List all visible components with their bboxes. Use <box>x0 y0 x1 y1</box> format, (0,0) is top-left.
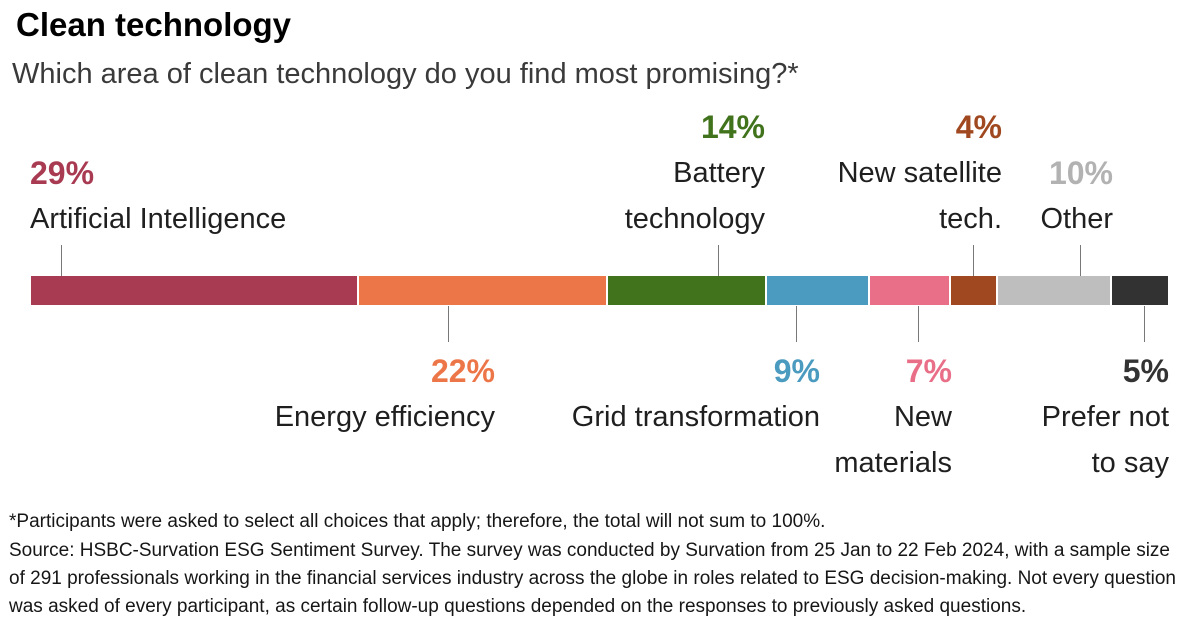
label-block-new-satellite-tech: 4% New satellite tech. <box>838 104 1002 242</box>
category-label: Energy efficiency <box>274 401 495 433</box>
category-label: Grid transformation <box>571 401 820 433</box>
category-label-line-2: technology <box>624 203 765 235</box>
stacked-bar <box>31 276 1168 305</box>
bar-segment-energy-efficiency[interactable] <box>358 276 606 305</box>
bar-segment-prefer-not-to-say[interactable] <box>1111 276 1168 305</box>
category-label: Other <box>1040 203 1113 235</box>
connector-line-energy-efficiency <box>448 306 449 342</box>
label-block-other: 10% Other <box>1040 150 1113 242</box>
bar-segment-new-materials[interactable] <box>870 276 949 305</box>
bar-segment-battery-technology[interactable] <box>607 276 765 305</box>
category-label: Artificial Intelligence <box>30 203 287 235</box>
percent-label: 9% <box>773 353 820 389</box>
label-block-artificial-intelligence: 29% Artificial Intelligence <box>30 150 286 242</box>
percent-label: 29% <box>30 155 95 191</box>
label-block-grid-transformation: 9% Grid transformation <box>572 348 820 440</box>
percent-label: 5% <box>1122 353 1169 389</box>
connector-line-grid-transformation <box>796 306 797 342</box>
category-label-line-1: New satellite <box>837 157 1002 189</box>
source-line-1: Source: HSBC-Survation ESG Sentiment Sur… <box>9 540 1170 561</box>
category-label-line-2: tech. <box>939 203 1002 235</box>
percent-label: 10% <box>1048 155 1113 191</box>
category-label-line-1: Prefer not <box>1041 401 1169 433</box>
connector-line-other <box>1080 245 1081 276</box>
chart-subtitle: Which area of clean technology do you fi… <box>12 58 799 90</box>
label-block-new-materials: 7% New materials <box>834 348 952 486</box>
connector-line-artificial-intelligence <box>61 245 62 276</box>
source-line-2: of 291 professionals working in the fina… <box>9 568 1176 589</box>
label-block-energy-efficiency: 22% Energy efficiency <box>275 348 495 440</box>
bar-segment-other[interactable] <box>997 276 1110 305</box>
percent-label: 4% <box>955 109 1002 145</box>
category-label-line-1: Battery <box>673 157 765 189</box>
category-label-line-1: New <box>893 401 952 433</box>
connector-line-new-materials <box>918 306 919 342</box>
category-label-line-2: materials <box>834 447 952 479</box>
percent-label: 22% <box>430 353 495 389</box>
connector-line-prefer-not-to-say <box>1144 306 1145 342</box>
bar-segment-new-satellite-tech[interactable] <box>950 276 996 305</box>
chart-footnote: *Participants were asked to select all c… <box>9 511 826 532</box>
bar-segment-artificial-intelligence[interactable] <box>31 276 357 305</box>
connector-line-new-satellite-tech <box>973 245 974 276</box>
chart-source: Source: HSBC-Survation ESG Sentiment Sur… <box>9 537 1176 621</box>
label-block-battery-technology: 14% Battery technology <box>625 104 765 242</box>
category-label-line-2: to say <box>1091 447 1169 479</box>
chart-title: Clean technology <box>16 6 292 43</box>
percent-label: 7% <box>905 353 952 389</box>
label-block-prefer-not-to-say: 5% Prefer not to say <box>1042 348 1169 486</box>
percent-label: 14% <box>700 109 765 145</box>
bar-segment-grid-transformation[interactable] <box>766 276 869 305</box>
connector-line-battery-technology <box>718 245 719 276</box>
source-line-3: was asked of every participant, as certa… <box>9 596 1027 617</box>
